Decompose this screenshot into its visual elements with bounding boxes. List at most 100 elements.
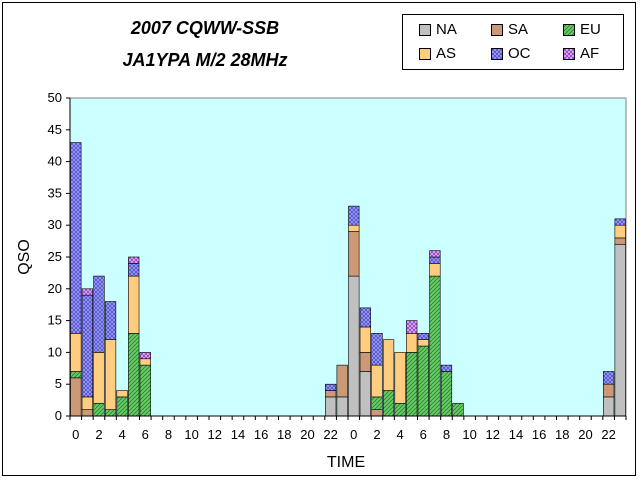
bar-EU-27 — [382, 390, 395, 417]
bar-NA-24 — [348, 275, 360, 417]
x-tick-label-8: 16 — [254, 427, 268, 442]
bar-OC-31 — [429, 256, 441, 264]
x-tick-label-6: 12 — [208, 427, 222, 442]
bar-OC-1 — [81, 294, 94, 398]
bar-OC-24 — [348, 205, 360, 226]
bar-AS-47 — [614, 224, 626, 239]
y-tick-label-0: 0 — [55, 408, 62, 423]
x-tick-label-0: 0 — [72, 427, 79, 442]
x-tick-label-12: 0 — [350, 427, 357, 442]
x-tick-label-22: 20 — [578, 427, 592, 442]
bar-AS-5 — [128, 275, 140, 334]
bar-OC-2 — [93, 275, 105, 353]
legend: NA SA EU AS OC AF — [402, 14, 624, 70]
x-tick-label-9: 18 — [277, 427, 291, 442]
bar-AS-28 — [394, 352, 406, 404]
bar-OC-30 — [417, 333, 429, 340]
bar-AF-29 — [406, 320, 418, 334]
x-tick-label-4: 8 — [165, 427, 172, 442]
y-tick-label-25: 25 — [48, 249, 62, 264]
bar-EU-5 — [128, 333, 140, 417]
bar-AS-26 — [371, 364, 383, 398]
bar-AF-5 — [128, 256, 140, 264]
x-tick-label-15: 6 — [420, 427, 427, 442]
bar-OC-26 — [371, 333, 383, 366]
bar-AF-31 — [429, 250, 441, 258]
bar-SA-24 — [348, 231, 360, 277]
bar-AF-6 — [139, 352, 151, 360]
bar-OC-25 — [359, 307, 372, 328]
x-tick-label-3: 6 — [142, 427, 149, 442]
bar-SA-46 — [602, 383, 615, 398]
x-tick-label-16: 8 — [443, 427, 450, 442]
x-tick-label-11: 22 — [323, 427, 337, 442]
bar-OC-22 — [324, 383, 337, 391]
bar-AS-2 — [93, 352, 105, 404]
y-tick-label-20: 20 — [48, 281, 62, 296]
bar-OC-0 — [70, 142, 82, 334]
x-tick-label-19: 14 — [509, 427, 523, 442]
bar-AS-31 — [429, 263, 441, 277]
bar-EU-29 — [406, 352, 418, 417]
bar-layer — [70, 142, 626, 417]
bar-EU-32 — [440, 371, 453, 417]
bar-NA-23 — [336, 396, 348, 417]
bar-NA-22 — [324, 396, 337, 417]
bar-AS-29 — [406, 333, 418, 353]
bar-SA-25 — [359, 352, 372, 372]
bar-SA-23 — [336, 364, 348, 398]
bar-AS-0 — [70, 333, 82, 372]
legend-swatch-EU — [563, 24, 575, 36]
bar-OC-47 — [614, 218, 626, 226]
legend-label-NA: NA — [436, 21, 457, 38]
legend-swatch-NA — [419, 24, 431, 36]
chart-subtitle: JA1YPA M/2 28MHz — [122, 50, 288, 70]
bar-OC-46 — [602, 371, 615, 385]
bar-AF-1 — [81, 288, 94, 296]
x-tick-label-21: 18 — [555, 427, 569, 442]
legend-label-OC: OC — [508, 45, 531, 62]
legend-label-AS: AS — [436, 45, 457, 62]
y-tick-label-30: 30 — [48, 217, 62, 232]
bar-EU-33 — [452, 402, 464, 417]
bar-AS-1 — [81, 396, 94, 410]
x-tick-label-10: 20 — [300, 427, 314, 442]
legend-label-AF: AF — [580, 45, 600, 62]
x-tick-label-1: 2 — [95, 427, 102, 442]
chart-frame — [2, 2, 636, 476]
x-tick-label-14: 4 — [397, 427, 404, 442]
y-axis-label: QSO — [16, 239, 33, 275]
bar-SA-0 — [70, 377, 82, 417]
y-tick-label-40: 40 — [48, 154, 62, 169]
x-tick-label-2: 4 — [119, 427, 126, 442]
bar-SA-22 — [324, 390, 337, 398]
bar-EU-28 — [394, 402, 406, 417]
y-tick-label-50: 50 — [48, 90, 62, 105]
x-axis-label: TIME — [327, 454, 365, 471]
bar-EU-2 — [93, 402, 105, 417]
bar-NA-47 — [614, 243, 626, 417]
bar-EU-4 — [116, 396, 128, 417]
bar-EU-3 — [104, 409, 117, 417]
y-tick-label-5: 5 — [55, 376, 62, 391]
legend-label-EU: EU — [580, 21, 601, 38]
bar-EU-31 — [429, 275, 441, 417]
bar-AS-30 — [417, 339, 429, 347]
x-tick-label-17: 10 — [462, 427, 476, 442]
plot-area — [69, 97, 627, 417]
y-tick-label-15: 15 — [48, 313, 62, 328]
bar-AS-4 — [116, 390, 128, 398]
bar-AS-25 — [359, 326, 372, 353]
bar-AS-6 — [139, 358, 151, 366]
legend-label-SA: SA — [508, 21, 529, 38]
legend-swatch-AF — [563, 48, 575, 60]
x-tick-label-18: 12 — [486, 427, 500, 442]
bar-EU-0 — [70, 371, 82, 379]
bar-OC-5 — [128, 263, 140, 277]
bar-AS-24 — [348, 224, 360, 232]
bar-EU-30 — [417, 345, 429, 417]
chart-title: 2007 CQWW-SSB — [130, 18, 280, 38]
bar-AS-3 — [104, 339, 117, 410]
